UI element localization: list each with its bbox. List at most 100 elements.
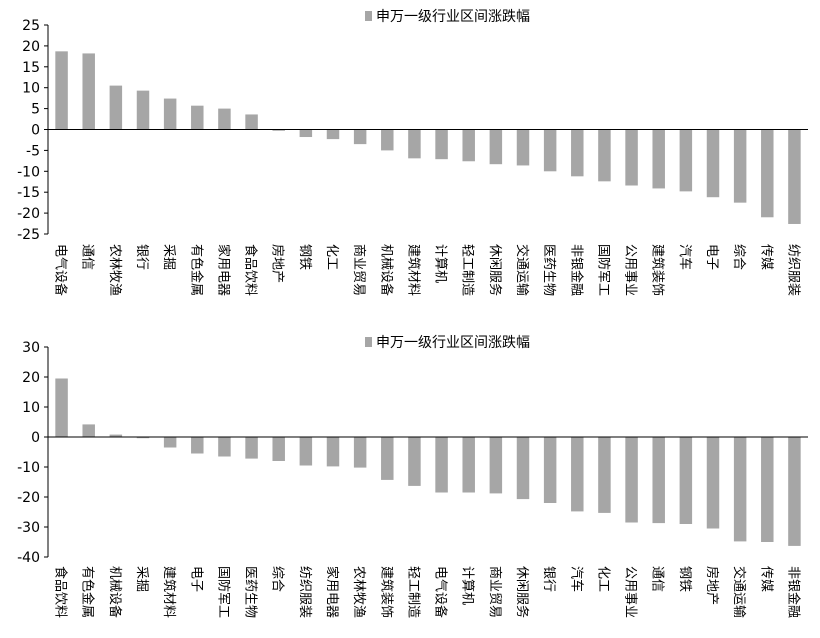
category-label: 钢铁 bbox=[297, 244, 312, 270]
category-label: 非银金融 bbox=[568, 244, 584, 296]
bar-电子 bbox=[191, 437, 204, 454]
y-tick-label: -25 bbox=[17, 227, 40, 243]
category-label: 国防军工 bbox=[595, 244, 611, 296]
y-tick-label: -10 bbox=[17, 164, 40, 180]
y-tick-label: -40 bbox=[17, 550, 40, 566]
category-label: 国防军工 bbox=[215, 566, 231, 618]
category-label: 银行 bbox=[541, 566, 556, 592]
category-label: 采掘 bbox=[161, 244, 176, 270]
bar-采掘 bbox=[163, 98, 177, 130]
bar-建筑材料 bbox=[408, 129, 421, 159]
bar-电气设备 bbox=[435, 437, 448, 493]
y-tick-label: -30 bbox=[17, 520, 40, 536]
bar-医药生物 bbox=[543, 129, 557, 172]
bar-银行 bbox=[136, 90, 150, 130]
category-label: 休闲服务 bbox=[487, 244, 503, 296]
bar-轻工制造 bbox=[462, 129, 475, 162]
category-label: 非银金融 bbox=[785, 566, 801, 618]
y-tick-label: -10 bbox=[17, 460, 40, 476]
bar-电气设备 bbox=[55, 51, 68, 130]
category-label: 机械设备 bbox=[107, 566, 123, 618]
bar-电子 bbox=[706, 129, 720, 198]
bar-通信 bbox=[82, 53, 95, 130]
bar-机械设备 bbox=[381, 129, 394, 151]
category-label: 采掘 bbox=[134, 566, 149, 592]
bar-汽车 bbox=[679, 129, 693, 192]
bar-家用电器 bbox=[326, 437, 340, 467]
bar-国防军工 bbox=[598, 129, 611, 182]
bar-食品饮料 bbox=[245, 114, 258, 130]
y-tick-label: -15 bbox=[17, 185, 40, 201]
bar-休闲服务 bbox=[489, 129, 503, 165]
legend-swatch bbox=[365, 337, 372, 347]
category-label: 通信 bbox=[80, 244, 95, 270]
category-label: 传媒 bbox=[758, 566, 773, 592]
bar-综合 bbox=[733, 129, 747, 203]
bar-休闲服务 bbox=[516, 437, 530, 500]
bar-计算机 bbox=[435, 129, 448, 160]
bar-建筑装饰 bbox=[381, 437, 394, 480]
bar-机械设备 bbox=[109, 434, 123, 437]
bar-轻工制造 bbox=[408, 437, 421, 486]
bar-建筑装饰 bbox=[652, 129, 665, 189]
category-label: 计算机 bbox=[460, 566, 475, 605]
category-label: 房地产 bbox=[270, 244, 286, 283]
bar-综合 bbox=[272, 437, 285, 461]
bar-食品饮料 bbox=[55, 378, 68, 437]
y-tick-label: -20 bbox=[17, 206, 40, 222]
bar-纺织服装 bbox=[788, 129, 801, 224]
category-label: 家用电器 bbox=[215, 244, 231, 296]
category-label: 房地产 bbox=[704, 566, 720, 605]
legend-label: 申万一级行业区间涨跌幅 bbox=[376, 9, 530, 25]
category-label: 钢铁 bbox=[677, 566, 692, 592]
y-tick-label: -5 bbox=[26, 143, 40, 159]
bar-非银金融 bbox=[788, 437, 801, 546]
bar-汽车 bbox=[571, 437, 584, 512]
y-tick-label: 0 bbox=[31, 430, 40, 446]
category-label: 传媒 bbox=[758, 244, 773, 270]
category-label: 食品饮料 bbox=[243, 244, 259, 296]
y-tick-label: 30 bbox=[22, 340, 40, 356]
bar-有色金属 bbox=[82, 424, 95, 437]
bar-农林牧渔 bbox=[353, 437, 367, 468]
category-label: 交通运输 bbox=[731, 566, 747, 618]
category-label: 化工 bbox=[595, 566, 610, 592]
category-label: 电气设备 bbox=[433, 566, 449, 618]
category-label: 汽车 bbox=[677, 244, 693, 270]
category-label: 建筑装饰 bbox=[650, 244, 666, 296]
bar-银行 bbox=[543, 437, 557, 503]
category-label: 公用事业 bbox=[623, 244, 638, 296]
category-label: 电子 bbox=[704, 244, 719, 270]
category-label: 建筑装饰 bbox=[378, 566, 394, 618]
category-label: 交通运输 bbox=[514, 244, 530, 296]
category-label: 休闲服务 bbox=[514, 566, 530, 618]
category-label: 家用电器 bbox=[324, 566, 340, 618]
category-label: 医药生物 bbox=[541, 244, 556, 296]
bar-传媒 bbox=[761, 437, 774, 542]
y-tick-label: 10 bbox=[22, 400, 40, 416]
bar-传媒 bbox=[761, 129, 774, 218]
category-label: 银行 bbox=[134, 244, 149, 270]
category-label: 有色金属 bbox=[188, 244, 204, 296]
bar-化工 bbox=[326, 129, 340, 140]
y-tick-label: 10 bbox=[22, 81, 40, 97]
bar-计算机 bbox=[462, 437, 475, 493]
category-label: 机械设备 bbox=[378, 244, 394, 296]
category-label: 医药生物 bbox=[243, 566, 258, 618]
chart-1: 25 20 15 10 5 0 -5 -10 -15 -20 -25 电气设备 通信 农林牧渔 银行 采掘 有色… bbox=[17, 9, 808, 296]
category-label: 综合 bbox=[731, 244, 746, 270]
bar-建筑材料 bbox=[163, 437, 177, 448]
category-label: 有色金属 bbox=[80, 566, 96, 618]
bar-非银金融 bbox=[571, 129, 584, 177]
y-tick-label: 5 bbox=[31, 102, 40, 118]
y-tick-label: 25 bbox=[22, 18, 40, 34]
category-label: 建筑材料 bbox=[405, 244, 421, 296]
category-label: 纺织服装 bbox=[785, 244, 800, 296]
y-tick-label: 20 bbox=[22, 39, 40, 55]
bar-纺织服装 bbox=[299, 437, 313, 466]
bar-农林牧渔 bbox=[109, 85, 123, 130]
category-label: 轻工制造 bbox=[460, 244, 475, 296]
bar-交通运输 bbox=[516, 129, 530, 166]
y-tick-label: 15 bbox=[22, 60, 40, 76]
